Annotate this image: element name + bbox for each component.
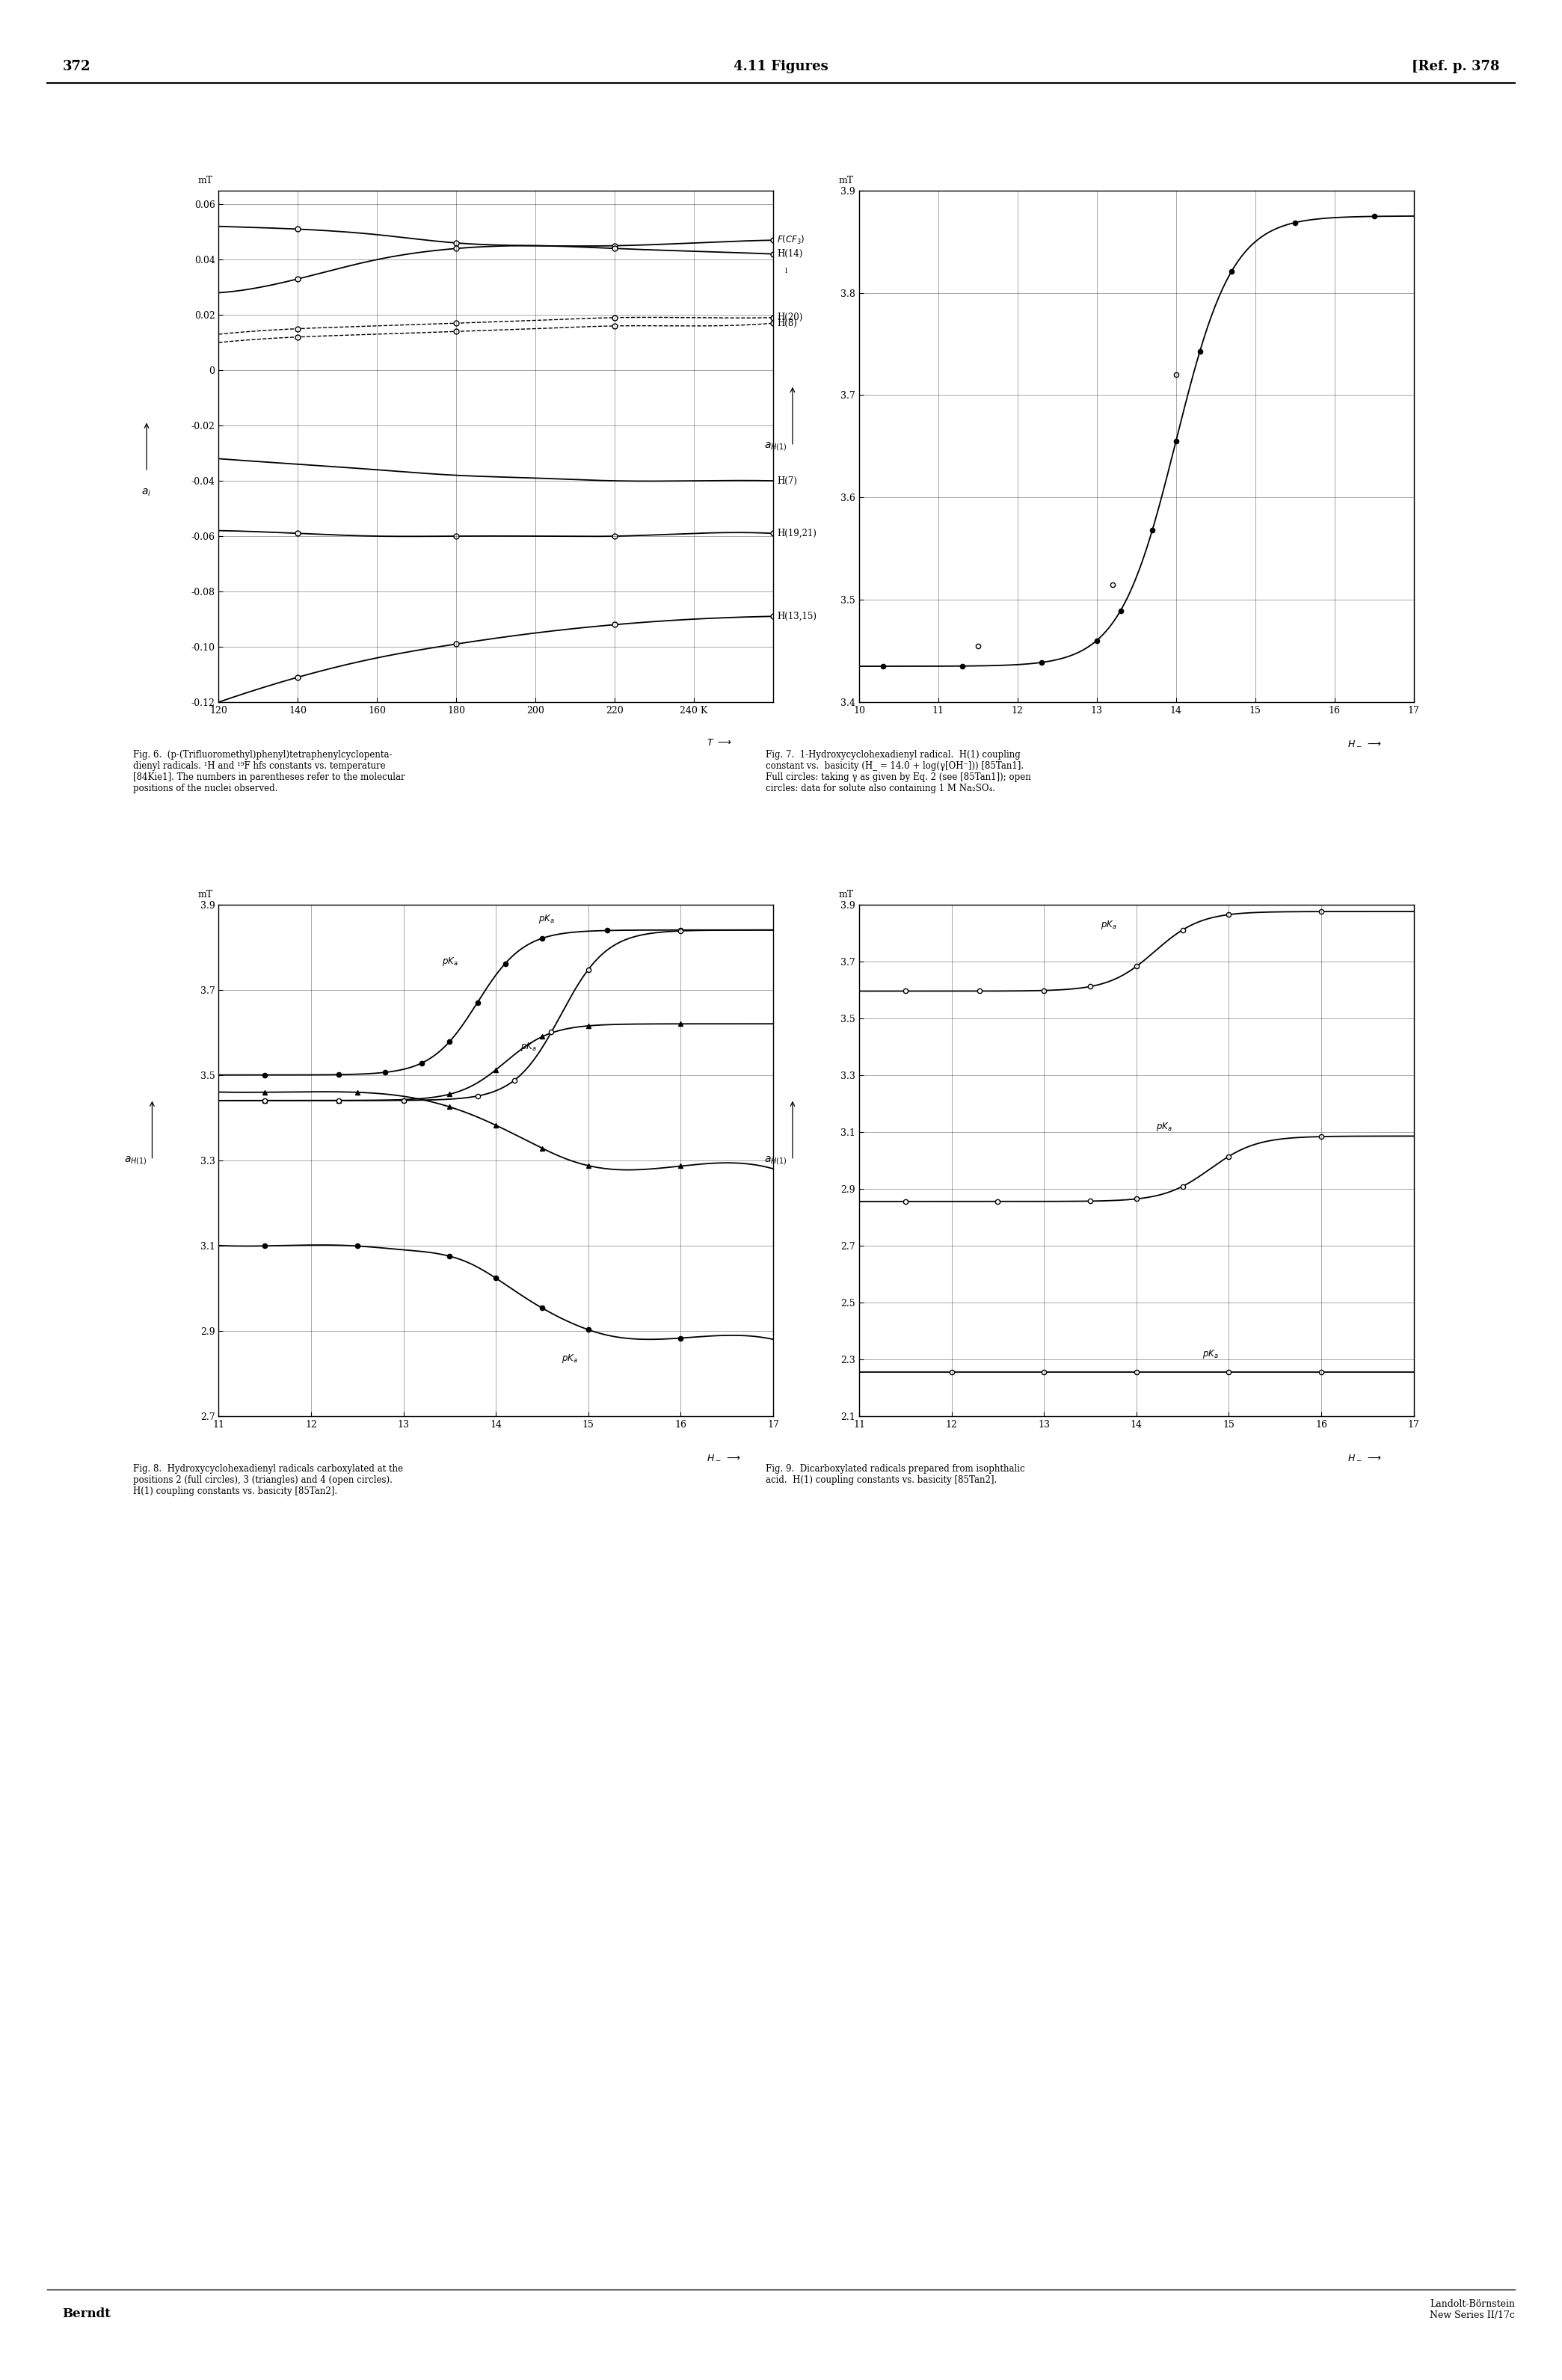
Text: $H_-$ $\longrightarrow$: $H_-$ $\longrightarrow$ — [706, 1452, 742, 1461]
Text: Landolt-Börnstein
New Series II/17c: Landolt-Börnstein New Series II/17c — [1429, 2299, 1515, 2320]
Text: Fig. 8.  Hydroxycyclohexadienyl radicals carboxylated at the
positions 2 (full c: Fig. 8. Hydroxycyclohexadienyl radicals … — [133, 1464, 403, 1497]
Text: $a_{H(1)}$: $a_{H(1)}$ — [764, 1154, 787, 1166]
Text: H(8): H(8) — [778, 319, 797, 328]
Text: [Ref. p. 378: [Ref. p. 378 — [1412, 60, 1500, 74]
Text: $a_{H(1)}$: $a_{H(1)}$ — [123, 1154, 147, 1166]
Text: H(19,21): H(19,21) — [778, 528, 817, 538]
Text: mT: mT — [198, 176, 212, 186]
Text: $a_i$: $a_i$ — [142, 488, 152, 497]
Text: $T$ $\longrightarrow$: $T$ $\longrightarrow$ — [706, 738, 731, 747]
Text: $pK_a$: $pK_a$ — [562, 1352, 578, 1364]
Text: mT: mT — [839, 176, 853, 186]
Text: $pK_a$: $pK_a$ — [1101, 919, 1117, 931]
Text: $pK_a$: $pK_a$ — [442, 957, 458, 969]
Text: $a_{H(1)}$: $a_{H(1)}$ — [764, 440, 787, 452]
Text: H(14): H(14) — [778, 250, 803, 259]
Text: $H_-$ $\longrightarrow$: $H_-$ $\longrightarrow$ — [1346, 1452, 1382, 1461]
Text: $H_-$ $\longrightarrow$: $H_-$ $\longrightarrow$ — [1346, 738, 1382, 747]
Text: Fig. 7.  1-Hydroxycyclohexadienyl radical.  H(1) coupling
constant vs.  basicity: Fig. 7. 1-Hydroxycyclohexadienyl radical… — [765, 750, 1031, 793]
Text: Fig. 9.  Dicarboxylated radicals prepared from isophthalic
acid.  H(1) coupling : Fig. 9. Dicarboxylated radicals prepared… — [765, 1464, 1025, 1485]
Text: $pK_a$: $pK_a$ — [539, 914, 555, 926]
Text: $F(CF_3)$: $F(CF_3)$ — [778, 233, 804, 245]
Text: mT: mT — [198, 890, 212, 900]
Text: mT: mT — [839, 890, 853, 900]
Text: H(13,15): H(13,15) — [778, 612, 817, 621]
Text: H(7): H(7) — [778, 476, 797, 486]
Text: Berndt: Berndt — [62, 2309, 111, 2320]
Text: $pK_a$: $pK_a$ — [1203, 1347, 1218, 1359]
Text: $pK_a$: $pK_a$ — [520, 1040, 536, 1052]
Text: H(20): H(20) — [778, 312, 803, 324]
Text: 372: 372 — [62, 60, 91, 74]
Text: l: l — [786, 269, 787, 274]
Text: 4.11 Figures: 4.11 Figures — [734, 60, 828, 74]
Text: Fig. 6.  (p-(Trifluoromethyl)phenyl)tetraphenylcyclopenta-
dienyl radicals. ¹H a: Fig. 6. (p-(Trifluoromethyl)phenyl)tetra… — [133, 750, 405, 793]
Text: $pK_a$: $pK_a$ — [1156, 1121, 1172, 1133]
